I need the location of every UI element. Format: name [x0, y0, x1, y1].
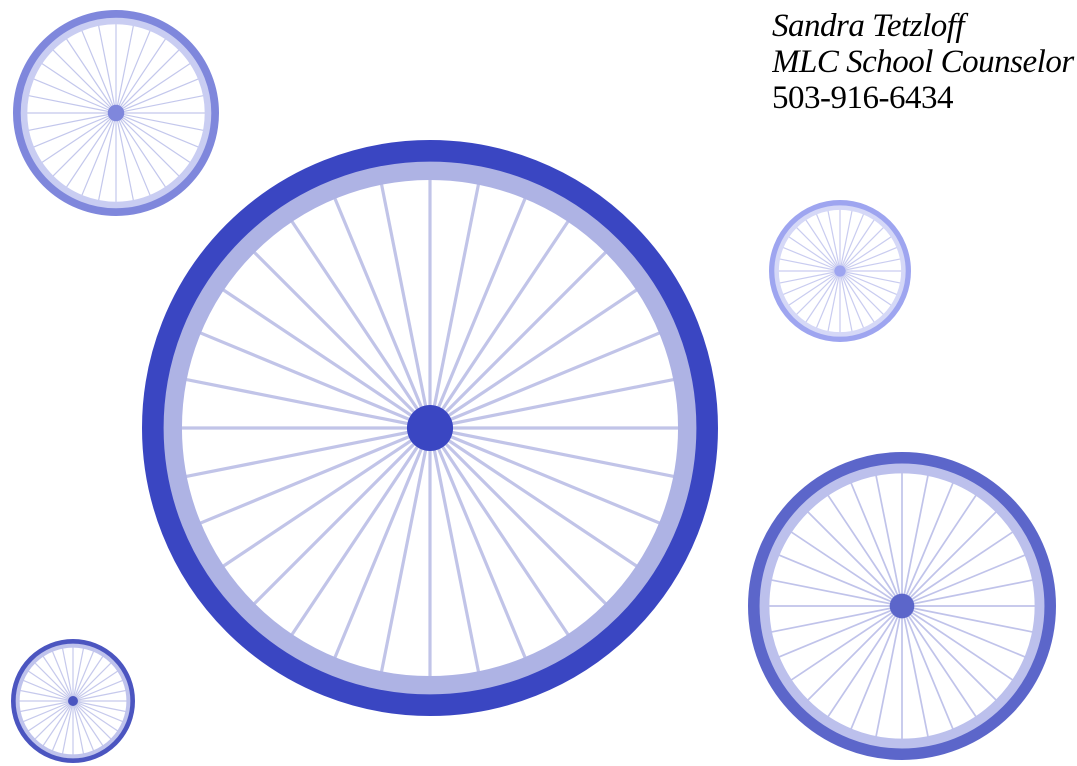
spoke — [795, 226, 840, 271]
spoke — [51, 48, 116, 113]
spoke — [805, 509, 902, 606]
wheel-hub — [108, 105, 124, 121]
spoke — [902, 606, 999, 703]
spoke — [249, 247, 430, 428]
spoke — [840, 226, 885, 271]
spoke — [430, 247, 611, 428]
contact-role: MLC School Counselor — [772, 44, 1077, 80]
spoke — [249, 428, 430, 609]
spoke — [805, 606, 902, 703]
wheel-hub — [68, 696, 78, 706]
spoke — [116, 113, 181, 178]
spoke — [73, 701, 112, 740]
contact-phone: 503-916-6434 — [772, 80, 1077, 116]
wheel-hub — [834, 265, 845, 276]
spoke — [34, 662, 73, 701]
contact-block: Sandra Tetzloff MLC School Counselor 503… — [772, 8, 1077, 116]
spoke — [73, 662, 112, 701]
spoke — [840, 271, 885, 316]
spoke — [51, 113, 116, 178]
spoke — [430, 428, 611, 609]
spoke — [902, 509, 999, 606]
wheel-hub — [407, 405, 453, 451]
contact-name: Sandra Tetzloff — [772, 8, 1077, 44]
wheel-hub — [890, 594, 915, 619]
page: Sandra Tetzloff MLC School Counselor 503… — [0, 0, 1077, 766]
spoke — [34, 701, 73, 740]
spoke — [795, 271, 840, 316]
spoke — [116, 48, 181, 113]
